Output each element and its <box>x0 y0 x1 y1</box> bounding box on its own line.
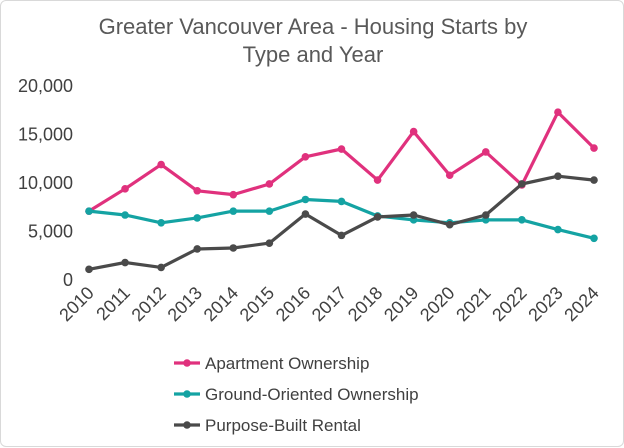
x-tick-label: 2020 <box>416 283 458 325</box>
x-tick-label: 2022 <box>488 283 530 325</box>
data-point-purpose-built-rental <box>554 172 562 181</box>
x-tick-label: 2016 <box>272 283 314 325</box>
legend-item-ground-oriented-ownership: Ground-Oriented Ownership <box>174 385 419 404</box>
data-point-purpose-built-rental <box>337 231 346 240</box>
data-point-apartment-ownership <box>337 145 346 153</box>
legend-item-apartment-ownership: Apartment Ownership <box>174 354 369 373</box>
data-point-purpose-built-rental <box>373 213 382 221</box>
data-point-purpose-built-rental <box>265 239 274 247</box>
data-point-ground-oriented-ownership <box>85 207 93 215</box>
data-point-purpose-built-rental <box>229 244 238 252</box>
data-point-purpose-built-rental <box>85 265 93 274</box>
data-point-apartment-ownership <box>157 160 165 169</box>
series-purpose-built-rental <box>85 172 598 274</box>
data-point-apartment-ownership <box>373 176 382 184</box>
x-axis: 2010201120122013201420152016201720182019… <box>55 283 602 325</box>
data-point-apartment-ownership <box>590 144 598 152</box>
data-point-apartment-ownership <box>301 153 310 161</box>
data-point-apartment-ownership <box>445 171 454 180</box>
data-point-purpose-built-rental <box>518 180 526 188</box>
chart-title-line-2: Type and Year <box>243 42 384 67</box>
x-tick-label: 2017 <box>308 283 350 325</box>
data-point-ground-oriented-ownership <box>301 195 310 204</box>
data-point-apartment-ownership <box>229 190 238 199</box>
x-tick-label: 2019 <box>380 283 422 325</box>
series-line-apartment-ownership <box>87 110 596 213</box>
data-point-purpose-built-rental <box>590 176 598 184</box>
data-point-purpose-built-rental <box>193 245 202 253</box>
data-point-ground-oriented-ownership <box>193 214 202 222</box>
data-point-ground-oriented-ownership <box>229 207 238 215</box>
data-point-apartment-ownership <box>121 185 129 193</box>
x-tick-label: 2018 <box>344 283 386 325</box>
data-point-apartment-ownership <box>481 148 490 156</box>
series-layer <box>85 108 598 274</box>
x-tick-label: 2024 <box>560 283 602 325</box>
legend-label: Purpose-Built Rental <box>205 416 361 435</box>
y-tick-label: 10,000 <box>18 173 73 193</box>
y-tick-label: 5,000 <box>28 222 73 242</box>
y-tick-label: 0 <box>63 270 73 290</box>
data-point-ground-oriented-ownership <box>265 207 274 215</box>
chart-title-line-1: Greater Vancouver Area - Housing Starts … <box>99 14 528 39</box>
data-point-apartment-ownership <box>265 180 274 188</box>
x-tick-label: 2011 <box>92 283 134 325</box>
data-point-apartment-ownership <box>409 127 418 136</box>
data-point-ground-oriented-ownership <box>590 234 598 243</box>
data-point-apartment-ownership <box>554 108 562 116</box>
data-point-ground-oriented-ownership <box>121 211 129 219</box>
data-point-apartment-ownership <box>193 186 202 195</box>
x-tick-label: 2023 <box>524 283 566 325</box>
legend-label: Apartment Ownership <box>205 354 369 373</box>
legend-swatch-marker <box>183 421 191 429</box>
data-point-ground-oriented-ownership <box>554 225 562 234</box>
y-tick-label: 20,000 <box>18 76 73 96</box>
legend-swatch-marker <box>183 359 191 367</box>
y-tick-label: 15,000 <box>18 125 73 145</box>
legend-swatch-marker <box>183 390 191 398</box>
data-point-purpose-built-rental <box>121 258 129 267</box>
data-point-purpose-built-rental <box>157 263 165 272</box>
y-axis: 0 5,000 10,000 15,000 20,000 <box>18 76 73 290</box>
x-tick-label: 2013 <box>164 283 206 325</box>
x-tick-label: 2015 <box>236 283 278 325</box>
x-tick-label: 2010 <box>55 283 97 325</box>
legend-item-purpose-built-rental: Purpose-Built Rental <box>174 416 361 435</box>
x-tick-label: 2014 <box>200 283 242 325</box>
data-point-purpose-built-rental <box>301 210 310 218</box>
x-tick-label: 2012 <box>128 283 170 325</box>
data-point-purpose-built-rental <box>445 220 454 229</box>
data-point-purpose-built-rental <box>409 211 418 219</box>
series-apartment-ownership <box>85 108 598 215</box>
data-point-ground-oriented-ownership <box>337 197 346 206</box>
legend: Apartment Ownership Ground-Oriented Owner… <box>174 354 419 435</box>
data-point-ground-oriented-ownership <box>157 218 165 227</box>
data-point-ground-oriented-ownership <box>518 216 526 224</box>
x-tick-label: 2021 <box>452 283 494 325</box>
data-point-purpose-built-rental <box>481 211 490 219</box>
legend-label: Ground-Oriented Ownership <box>205 385 419 404</box>
